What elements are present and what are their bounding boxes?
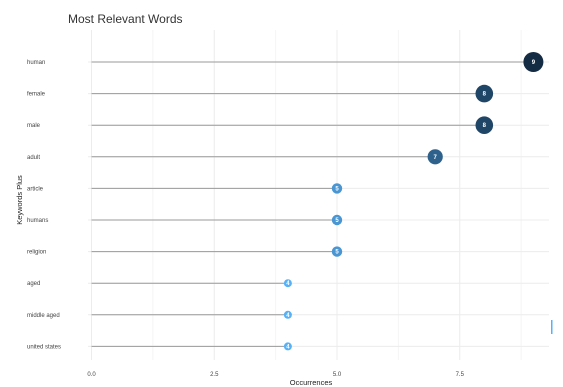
- category-labels: human female male adult article humans religio…: [27, 60, 61, 350]
- lollipop-dot: [331, 214, 343, 226]
- x-tick-label: 5.0: [333, 372, 342, 378]
- category-label: article: [27, 186, 44, 192]
- value-label: 5: [335, 186, 339, 192]
- value-label: 9: [532, 60, 536, 66]
- x-tick-label: 7.5: [456, 372, 465, 378]
- category-label: united states: [27, 344, 61, 350]
- lollipop-dot: [475, 116, 494, 134]
- category-label: male: [27, 123, 41, 129]
- dot-layer: 9 8 8 7 5 5 5 4 4 4: [283, 52, 544, 351]
- category-label: adult: [27, 155, 40, 161]
- value-label: 4: [286, 344, 290, 350]
- y-axis-title: Keywords Plus: [15, 175, 24, 225]
- category-label: middle aged: [27, 313, 60, 319]
- x-tick-label: 0.0: [87, 372, 96, 378]
- x-axis-title: Occurrences: [290, 378, 333, 387]
- category-label: humans: [27, 218, 48, 224]
- lollipop-dot: [427, 149, 443, 165]
- x-tick-label: 2.5: [210, 372, 219, 378]
- stem-layer: [91, 61, 534, 347]
- value-label: 5: [335, 250, 339, 256]
- value-label: 5: [335, 218, 339, 224]
- lollipop-dot: [523, 52, 544, 72]
- grid-layer: [88, 30, 549, 360]
- value-label: 8: [483, 123, 487, 129]
- value-label: 4: [286, 281, 290, 287]
- value-label: 8: [483, 92, 487, 98]
- lollipop-dot: [331, 183, 343, 194]
- lollipop-dot: [283, 342, 292, 351]
- legend-edge-mark: [551, 320, 553, 334]
- lollipop-dot: [283, 279, 292, 288]
- category-label: female: [27, 92, 46, 98]
- lollipop-dot: [475, 84, 494, 103]
- value-label: 4: [286, 313, 290, 319]
- x-tick-labels: 0.0 2.5 5.0 7.5: [87, 372, 464, 378]
- lollipop-dot: [331, 246, 343, 257]
- value-label: 7: [434, 155, 438, 161]
- category-label: human: [27, 60, 45, 66]
- category-label: aged: [27, 281, 40, 287]
- lollipop-dot: [283, 310, 292, 319]
- chart-title: Most Relevant Words: [68, 12, 183, 26]
- category-label: religion: [27, 250, 46, 256]
